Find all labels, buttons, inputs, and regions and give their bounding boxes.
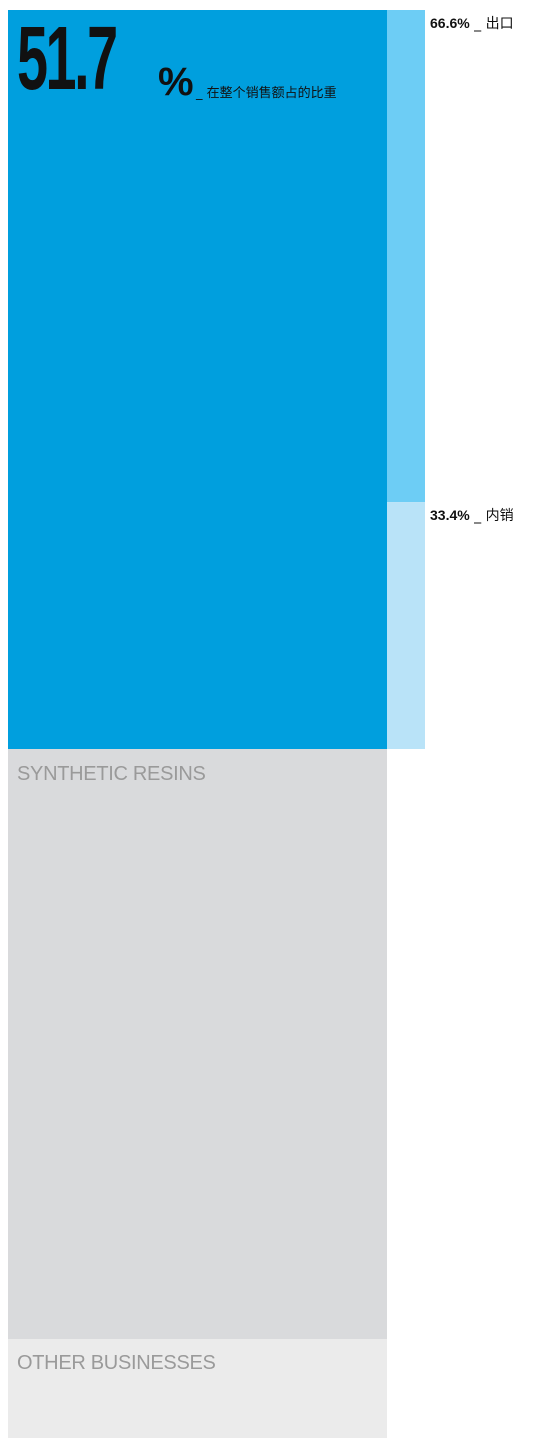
breakdown-bars	[387, 10, 425, 749]
breakdown-domestic-pct: 33.4%	[430, 507, 470, 524]
segment-main-block	[8, 10, 387, 749]
breakdown-export-text: _ 出口	[474, 16, 514, 32]
headline-caption: _ 在整个销售额占的比重	[196, 86, 337, 101]
breakdown-bar-domestic	[387, 502, 425, 749]
segment-synthetic-resins	[8, 749, 387, 1339]
headline-value: 51.7	[17, 9, 118, 109]
breakdown-bar-export	[387, 10, 425, 503]
label-other-businesses: OTHER BUSINESSES	[17, 1352, 216, 1374]
segment-other-businesses	[8, 1339, 387, 1438]
breakdown-label-domestic: 33.4% _ 内销	[430, 505, 514, 525]
label-synthetic-resins: SYNTHETIC RESINS	[17, 763, 206, 785]
breakdown-label-export: 66.6% _ 出口	[430, 13, 514, 33]
breakdown-domestic-text: _ 内销	[474, 508, 514, 525]
headline-unit: %	[158, 60, 194, 104]
breakdown-export-pct: 66.6%	[430, 15, 470, 31]
